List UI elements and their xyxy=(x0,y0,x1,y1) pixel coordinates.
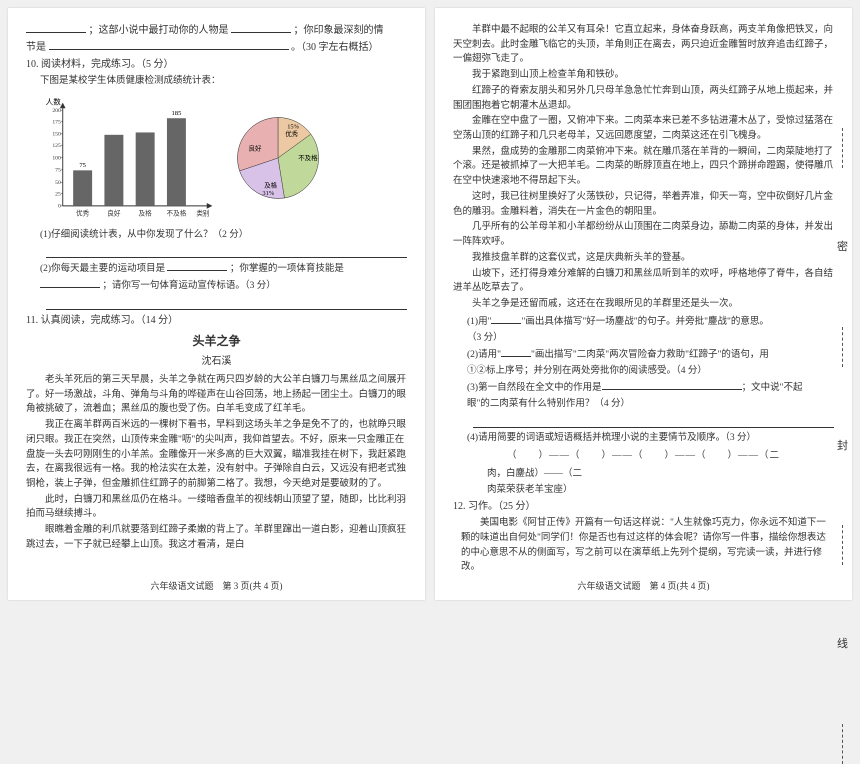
q11-sub3: (3)第一自然段在全文中的作用是；文中说"不起 xyxy=(467,379,834,396)
answer-line xyxy=(46,244,407,258)
para: 我正在离羊群两百米远的一棵树下看书，早料到这场头羊之争是免不了的，也就睁只眼闭只… xyxy=(26,418,407,492)
bracket-line3: 肉菜荣获老羊宝座） xyxy=(487,482,834,498)
q12-label: 12. 习作。（25 分） xyxy=(453,498,834,515)
bracket-line2: 肉，白鏖战）——（二 xyxy=(487,466,834,482)
y-axis-label: 人数 xyxy=(46,96,62,106)
q11-sub4: (4)请用简要的词语或短语概括并梳理小说的主要情节及顺序。（3 分） xyxy=(467,430,834,446)
svg-text:75: 75 xyxy=(79,162,86,169)
svg-text:良好: 良好 xyxy=(107,208,121,217)
q10-label: 10. 阅读材料，完成练习。（5 分） xyxy=(26,56,407,73)
q10-sub2: (2)你每天最主要的运动项目是 ；你掌握的一项体育技能是 xyxy=(40,260,407,277)
svg-text:不及格: 不及格 xyxy=(298,153,318,162)
mark-feng: 封 xyxy=(837,437,848,456)
para: 金雕在空中盘了一圈，又俯冲下来。二肉菜本来已差不多钻进灌木丛了，受惊过猛落在空荡… xyxy=(453,114,834,143)
passage-author: 沈石溪 xyxy=(26,353,407,370)
chart-area: 人数 0 25 50 75 100 125 150 175 200 xyxy=(40,93,407,223)
svg-text:及格: 及格 xyxy=(139,208,153,217)
passage-title: 头羊之争 xyxy=(26,331,407,351)
page-footer: 六年级语文试题 第 4 页(共 4 页) xyxy=(435,579,852,594)
para: 这时，我已往树里换好了火荡铁砂，只记得，举着弄准，仰天一弯，空中砍倒好几片金色的… xyxy=(453,190,834,219)
blank xyxy=(231,22,291,33)
text: （3 分） xyxy=(467,330,834,346)
svg-text:优秀: 优秀 xyxy=(76,208,90,217)
blank xyxy=(40,277,100,288)
svg-text:25: 25 xyxy=(55,191,61,197)
text: ①②标上序号；并分别在两处旁批你的阅读感受。（4 分） xyxy=(467,363,834,379)
para: 果然，盘成势的金雕那二肉菜俯冲下来。就在雕爪落在羊背的一瞬间，二肉菜陡地打了个滚… xyxy=(453,145,834,189)
svg-text:200: 200 xyxy=(52,108,61,114)
blank xyxy=(602,379,742,390)
intro-line1: ；这部小说中最打动你的人物是 ；你印象最深刻的情 xyxy=(26,22,407,39)
dash xyxy=(842,327,843,367)
svg-text:0: 0 xyxy=(58,203,61,209)
q11-sub2: (2)请用""画出描写"二肉菜"两次冒险奋力救助"红蹄子"的语句，用 xyxy=(467,346,834,363)
para: 头羊之争是还留而戚，这还在在我眼所见的羊群里还是头一次。 xyxy=(453,297,834,312)
q10-sub1: (1)仔细阅读统计表，从中你发现了什么？（2 分） xyxy=(40,227,407,243)
para: 眼瞧着金雕的利爪就要落到红蹄子柔嫩的背上了。羊群里蹿出一道白影，迎着山顶疯狂跳过… xyxy=(26,523,407,552)
svg-text:优秀: 优秀 xyxy=(285,129,298,138)
svg-text:100: 100 xyxy=(52,155,61,161)
svg-text:及格: 及格 xyxy=(264,181,277,190)
para: 羊群中最不起眼的公羊又有耳朵！它直立起来，身体奋身跃高，两支羊角像把铁叉，向天空… xyxy=(453,23,834,67)
svg-text:50: 50 xyxy=(55,180,61,186)
svg-text:类别: 类别 xyxy=(196,208,210,217)
para: 我于紧跑到山顶上检查羊角和铁砂。 xyxy=(453,68,834,83)
mark-mi: 密 xyxy=(837,238,848,257)
blank xyxy=(26,22,86,33)
pie-chart: 15% 优秀 不及格 及格 31% 良好 xyxy=(232,112,324,204)
mark-xian: 线 xyxy=(837,635,848,654)
q11-sub1: (1)用""画出具体描写"好一场鏖战"的句子。并旁批"鏖战"的意思。 xyxy=(467,313,834,330)
blank xyxy=(167,260,227,271)
bar-chart: 人数 0 25 50 75 100 125 150 175 200 xyxy=(40,96,220,221)
answer-line xyxy=(46,296,407,310)
text: ；这部小说中最打动你的人物是 xyxy=(89,25,229,36)
svg-text:175: 175 xyxy=(52,119,61,125)
text: 。（30 字左右概括） xyxy=(291,42,379,53)
svg-text:15%: 15% xyxy=(287,124,299,131)
q11-label: 11. 认真阅读，完成练习。（14 分） xyxy=(26,312,407,329)
page-footer: 六年级语文试题 第 3 页(共 4 页) xyxy=(8,579,425,594)
svg-text:31%: 31% xyxy=(262,190,274,197)
page-3: ；这部小说中最打动你的人物是 ；你印象最深刻的情 节是 。（30 字左右概括） … xyxy=(8,8,425,600)
q12-para: 美国电影《阿甘正传》开篇有一句话这样说："人生就像巧克力，你永远不知道下一颗的味… xyxy=(461,516,834,575)
text: 节是 xyxy=(26,42,46,53)
text: ；你印象最深刻的情 xyxy=(294,25,384,36)
para: 此时，白镰刀和黑丝瓜仍在格斗。一缕暗香盘羊的视线朝山顶望了望，随即，比比利羽拍而… xyxy=(26,493,407,522)
bracket-line: （ ）——（ ）——（ ）——（ ）——（二 xyxy=(453,448,834,464)
blank xyxy=(491,313,521,324)
page-4: 羊群中最不起眼的公羊又有耳朵！它直立起来，身体奋身跃高，两支羊角像把铁叉，向天空… xyxy=(435,8,852,600)
text: 眼"的二肉菜有什么特别作用？（4 分） xyxy=(467,396,834,412)
blank xyxy=(49,39,289,50)
q10-desc: 下图是某校学生体质健康检测成绩统计表： xyxy=(40,73,407,89)
para: 几乎所有的公羊母羊和小羊都纷纷从山顶围在二肉菜身边，舔勘二肉菜的身体，并发出一阵… xyxy=(453,220,834,249)
answer-line xyxy=(473,414,834,428)
para: 我推技盘羊群的这套仪式，这是庆典新头羊的登基。 xyxy=(453,251,834,266)
svg-text:125: 125 xyxy=(52,143,61,149)
dash xyxy=(842,525,843,565)
q10-sub2c: ；请你写一句体育运动宣传标语。（3 分） xyxy=(40,277,407,294)
para: 红蹄子的脊索友朋头和另外几只母羊急急忙忙奔到山顶，两头红蹄子从地上揽起来，并围团… xyxy=(453,84,834,113)
blank xyxy=(501,346,531,357)
svg-text:良好: 良好 xyxy=(249,144,262,153)
binding-marks: 密 封 线 xyxy=(837,128,848,764)
para: 山坡下，还打得身难分难解的白镰刀和黑丝瓜听到羊的欢呼，呼格地停了脊牛，各自结进羊… xyxy=(453,267,834,296)
svg-text:75: 75 xyxy=(55,167,61,173)
svg-text:不及格: 不及格 xyxy=(166,208,186,217)
svg-text:150: 150 xyxy=(52,131,61,137)
intro-line2: 节是 。（30 字左右概括） xyxy=(26,39,407,56)
dash xyxy=(842,724,843,764)
svg-text:185: 185 xyxy=(171,110,182,117)
para: 老头羊死后的第三天早晨，头羊之争就在两只四岁龄的大公羊白镰刀与黑丝瓜之间展开了。… xyxy=(26,373,407,417)
dash xyxy=(842,128,843,168)
